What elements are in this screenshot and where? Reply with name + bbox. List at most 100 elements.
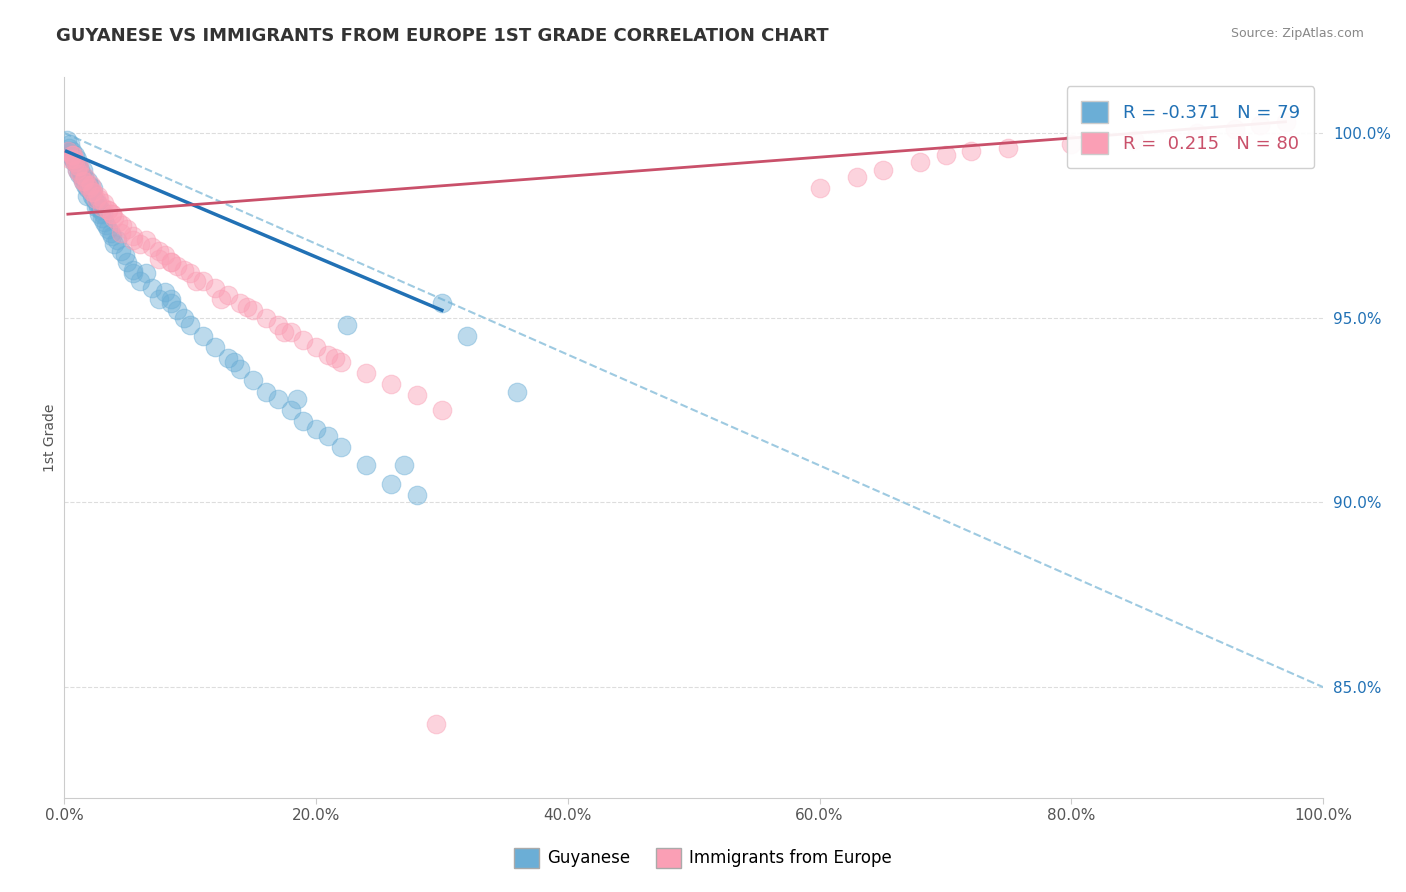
Text: Source: ZipAtlas.com: Source: ZipAtlas.com <box>1230 27 1364 40</box>
Point <box>122 262 145 277</box>
Point <box>63 152 86 166</box>
Point <box>229 296 252 310</box>
Y-axis label: 1st Grade: 1st Grade <box>44 403 58 472</box>
Point <box>430 403 453 417</box>
Point <box>1060 136 1083 151</box>
Point <box>105 233 128 247</box>
Point <box>97 203 120 218</box>
Point <box>267 318 290 332</box>
Point <box>173 310 195 325</box>
Point <box>114 248 136 262</box>
Point <box>65 148 87 162</box>
Point <box>59 152 82 166</box>
Point <box>111 219 134 233</box>
Point <box>97 222 120 236</box>
Point <box>60 145 83 159</box>
Point <box>73 170 96 185</box>
Point <box>76 188 98 202</box>
Point <box>160 255 183 269</box>
Point <box>135 233 157 247</box>
Point <box>267 392 290 406</box>
Point <box>191 274 214 288</box>
Point <box>242 374 264 388</box>
Point <box>93 196 115 211</box>
Legend: Guyanese, Immigrants from Europe: Guyanese, Immigrants from Europe <box>508 841 898 875</box>
Point <box>101 207 124 221</box>
Text: GUYANESE VS IMMIGRANTS FROM EUROPE 1ST GRADE CORRELATION CHART: GUYANESE VS IMMIGRANTS FROM EUROPE 1ST G… <box>56 27 830 45</box>
Point <box>60 148 83 162</box>
Point <box>89 207 111 221</box>
Point <box>160 255 183 269</box>
Point <box>87 188 110 202</box>
Point <box>380 477 402 491</box>
Point <box>1274 115 1296 129</box>
Point <box>305 340 328 354</box>
Point <box>318 429 340 443</box>
Point <box>173 262 195 277</box>
Point <box>66 162 89 177</box>
Point <box>997 141 1019 155</box>
Point <box>82 185 104 199</box>
Point <box>77 181 100 195</box>
Point <box>83 193 105 207</box>
Point <box>90 200 112 214</box>
Point <box>66 159 89 173</box>
Point <box>141 281 163 295</box>
Point <box>254 310 277 325</box>
Point <box>103 211 125 225</box>
Point <box>179 266 201 280</box>
Point <box>211 292 233 306</box>
Point <box>148 252 170 266</box>
Point <box>380 377 402 392</box>
Point <box>330 355 353 369</box>
Point <box>100 226 122 240</box>
Point <box>204 340 226 354</box>
Point <box>506 384 529 399</box>
Point <box>56 145 79 159</box>
Point <box>91 207 114 221</box>
Point <box>66 152 89 166</box>
Point <box>75 178 97 192</box>
Point <box>872 162 894 177</box>
Point <box>191 329 214 343</box>
Point <box>292 414 315 428</box>
Point <box>128 236 150 251</box>
Point <box>318 348 340 362</box>
Point <box>115 222 138 236</box>
Point <box>186 274 208 288</box>
Point <box>846 170 869 185</box>
Point <box>79 178 101 192</box>
Point <box>67 159 90 173</box>
Point <box>242 303 264 318</box>
Point <box>808 181 831 195</box>
Point <box>405 388 427 402</box>
Point <box>101 229 124 244</box>
Point <box>76 178 98 192</box>
Point <box>80 188 103 202</box>
Point <box>160 296 183 310</box>
Point <box>135 266 157 280</box>
Point <box>69 162 91 177</box>
Point <box>292 333 315 347</box>
Point <box>97 203 120 218</box>
Point <box>153 285 176 299</box>
Point <box>79 185 101 199</box>
Point <box>305 421 328 435</box>
Point <box>76 181 98 195</box>
Point <box>204 281 226 295</box>
Point <box>62 152 84 166</box>
Point <box>285 392 308 406</box>
Point <box>254 384 277 399</box>
Point <box>217 351 239 366</box>
Point <box>90 211 112 225</box>
Point <box>1123 133 1146 147</box>
Point <box>101 207 124 221</box>
Point <box>72 162 94 177</box>
Point <box>122 233 145 247</box>
Point <box>122 229 145 244</box>
Point <box>65 155 87 169</box>
Point <box>280 326 302 340</box>
Point <box>59 148 82 162</box>
Point <box>115 255 138 269</box>
Point <box>222 355 245 369</box>
